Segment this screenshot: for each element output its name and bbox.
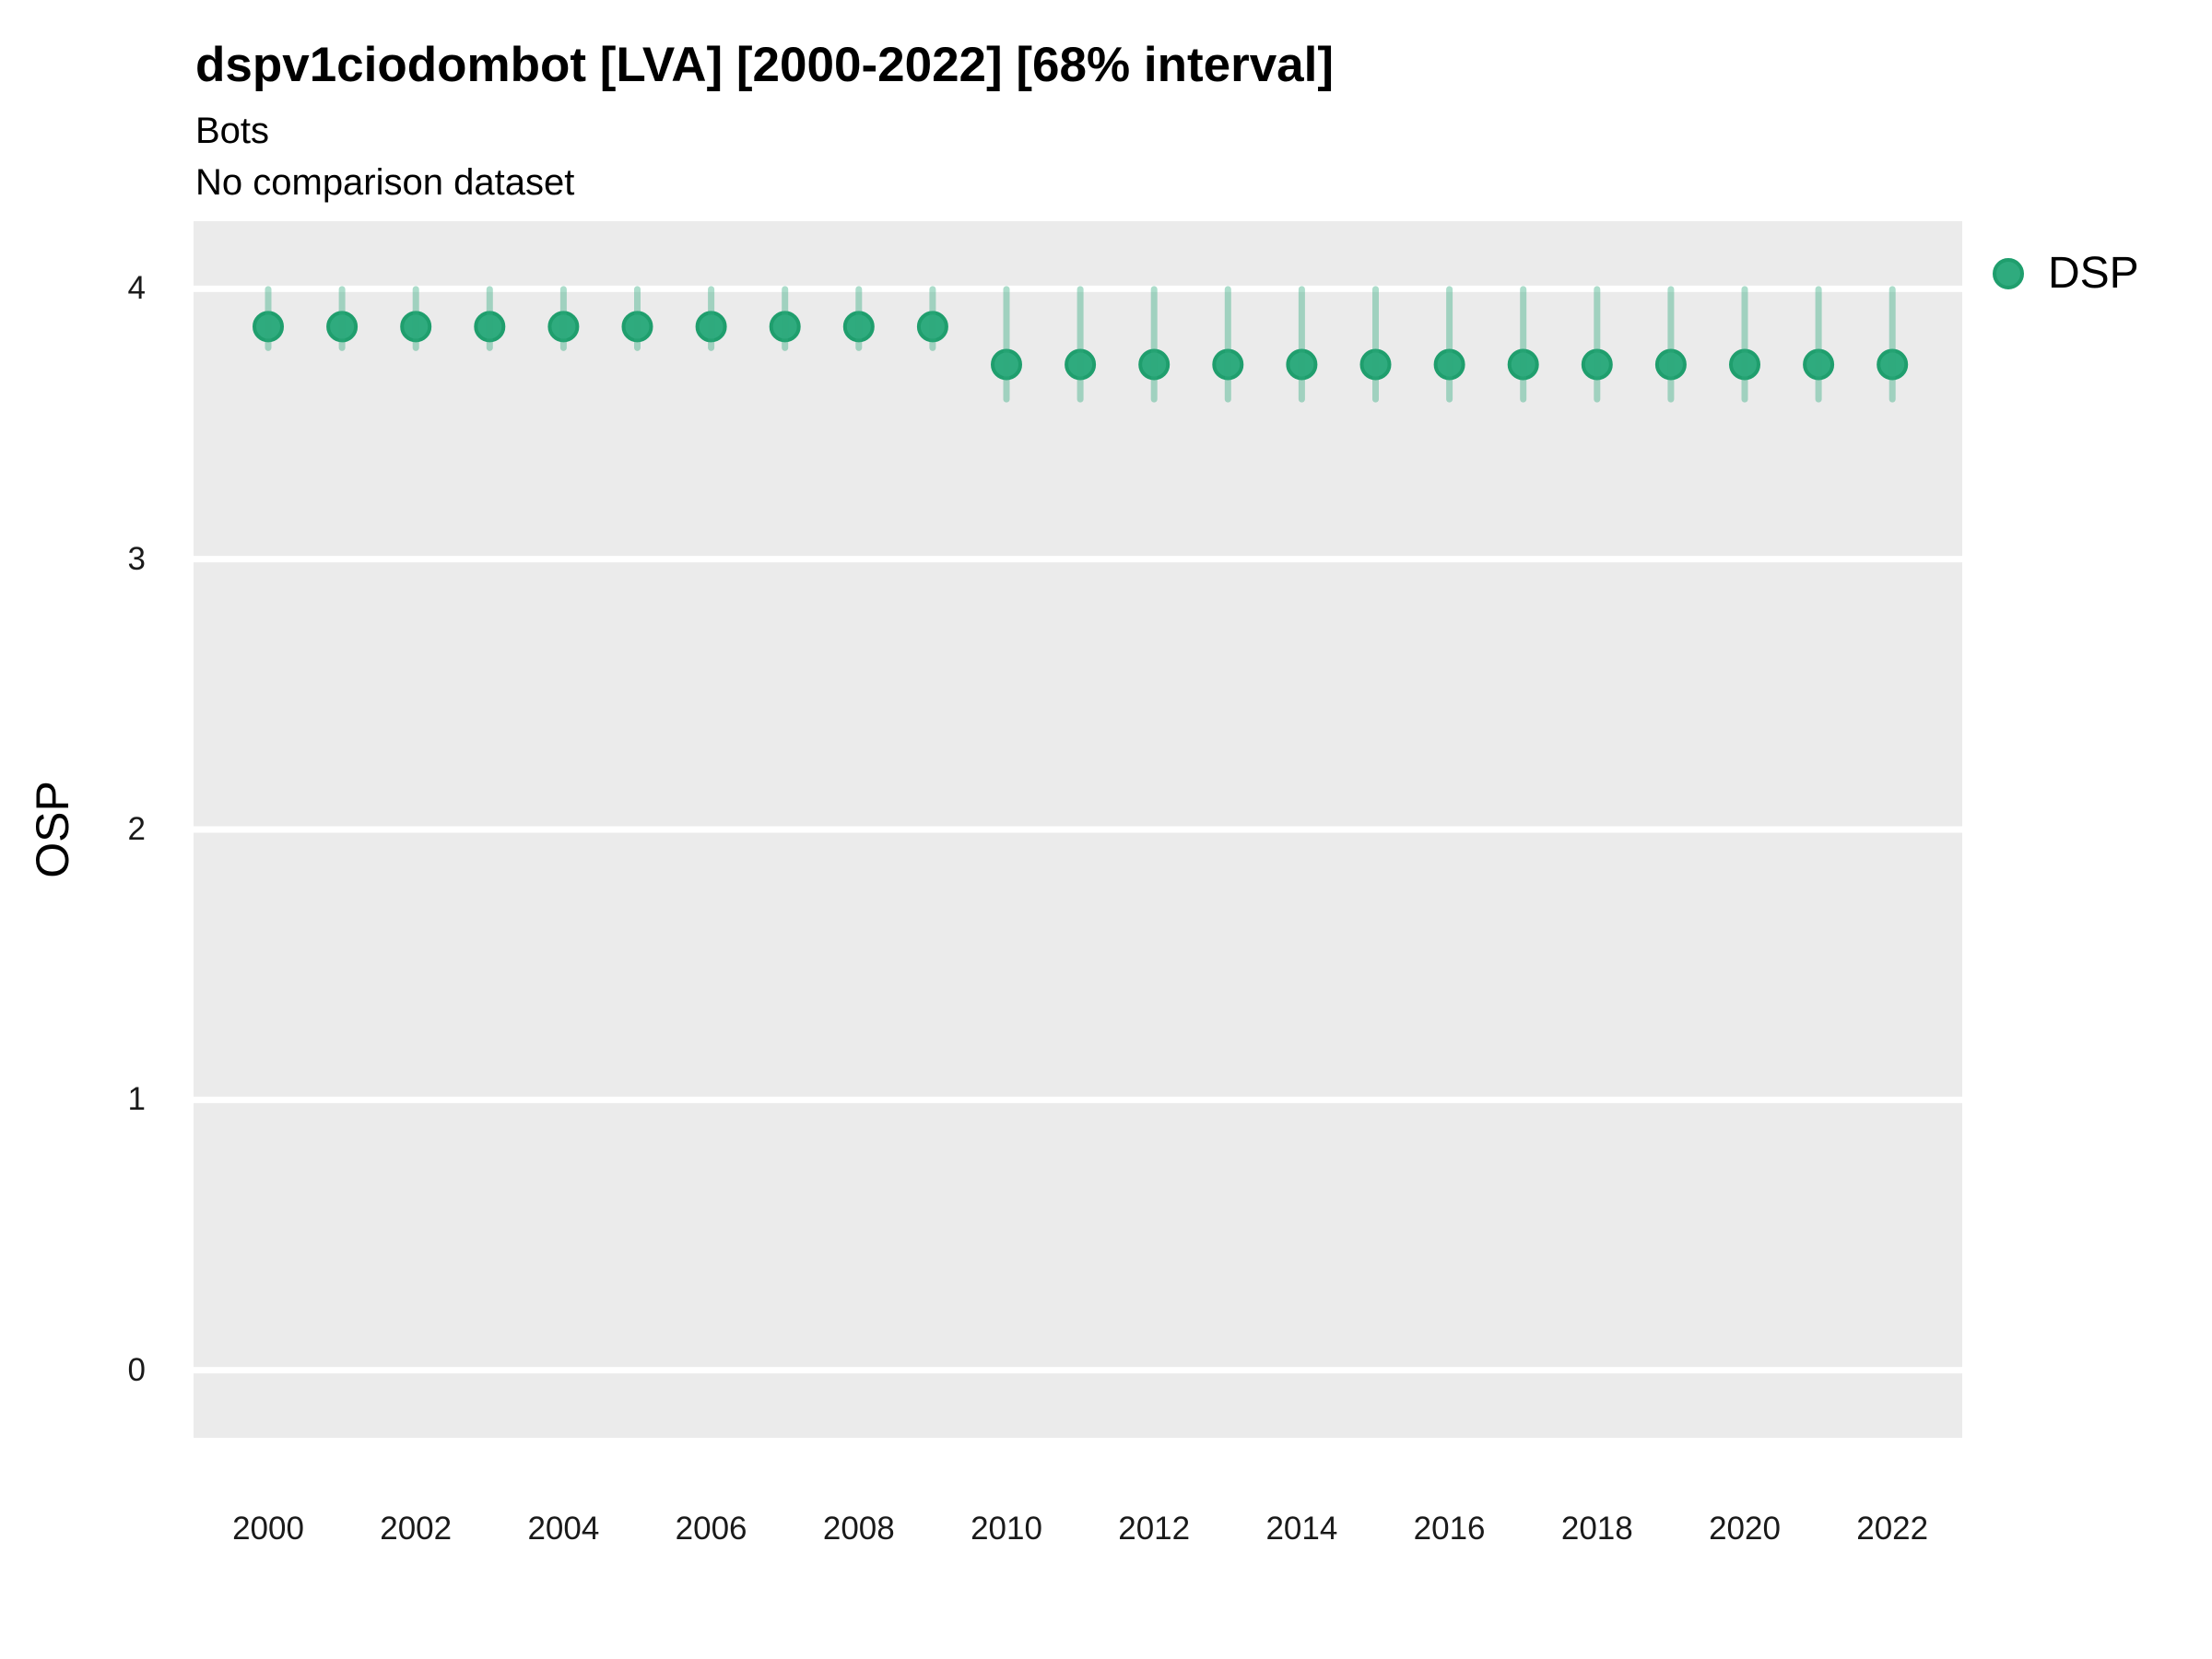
interval-bar-2005 [634,286,641,351]
interval-bar-2007 [782,286,789,351]
y-tick-label-2: 2 [127,811,146,847]
interval-bar-2022 [1888,286,1896,403]
legend-series-label: DSP [2048,249,2139,298]
comparison-note: No comparison dataset [195,162,575,203]
interval-bar-2001 [338,286,346,351]
interval-bar-2016 [1446,286,1453,403]
interval-bar-2013 [1224,286,1231,403]
plot-area [194,285,1962,1374]
point-2002 [400,311,432,343]
interval-bar-2014 [1298,286,1305,403]
interval-bar-2018 [1594,286,1601,403]
interval-bar-2019 [1667,286,1675,403]
point-2014 [1286,348,1318,381]
interval-bar-2010 [1003,286,1010,403]
interval-bar-2004 [559,286,567,351]
x-tick-label-2016: 2016 [1413,1511,1486,1547]
y-tick-label-0: 0 [127,1351,146,1388]
plot-panel [194,221,1962,1438]
interval-bar-2002 [412,286,419,351]
x-tick-label-2020: 2020 [1709,1511,1781,1547]
point-2018 [1581,348,1613,381]
x-tick-label-2012: 2012 [1118,1511,1191,1547]
x-tick-label-2008: 2008 [822,1511,895,1547]
interval-bar-2012 [1150,286,1158,403]
chart-subtitle: Bots [195,111,270,151]
point-2011 [1065,348,1097,381]
interval-bar-2009 [929,286,936,351]
point-2008 [842,311,875,343]
point-2017 [1507,348,1539,381]
x-tick-label-2006: 2006 [675,1511,747,1547]
y-tick-label-1: 1 [127,1081,146,1118]
interval-bar-2011 [1077,286,1084,403]
point-2019 [1654,348,1687,381]
x-tick-label-2002: 2002 [380,1511,453,1547]
point-2020 [1729,348,1760,381]
point-2015 [1359,348,1392,381]
point-2003 [474,311,506,343]
point-2000 [253,311,284,343]
point-2010 [991,348,1022,381]
interval-bar-2008 [855,286,863,351]
interval-bar-2006 [708,286,715,351]
x-tick-label-2004: 2004 [527,1511,600,1547]
gridline-y-1 [194,1096,1962,1103]
interval-bar-2017 [1520,286,1527,403]
x-tick-label-2010: 2010 [971,1511,1042,1547]
gridline-y-0 [194,1367,1962,1374]
point-2005 [621,311,653,343]
chart-title: dspv1ciodombot [LVA] [2000-2022] [68% in… [195,38,1335,92]
interval-bar-2020 [1741,286,1748,403]
point-2007 [769,311,801,343]
interval-bar-2015 [1372,286,1379,403]
y-tick-label-3: 3 [127,540,146,577]
interval-bar-2000 [265,286,272,351]
interval-bar-2021 [1815,286,1822,403]
point-2006 [695,311,727,343]
y-tick-label-4: 4 [127,270,146,307]
x-tick-label-2014: 2014 [1265,1511,1338,1547]
gridline-y-2 [194,826,1962,833]
point-2021 [1803,348,1835,381]
legend: DSP [1993,252,2139,296]
x-tick-label-2018: 2018 [1560,1511,1633,1547]
legend-point-icon [1993,258,2024,289]
gridline-y-3 [194,556,1962,563]
x-tick-label-2000: 2000 [232,1511,304,1547]
point-2016 [1433,348,1465,381]
point-2001 [326,311,359,343]
point-2022 [1877,348,1909,381]
interval-bar-2003 [486,286,493,351]
x-tick-label-2022: 2022 [1856,1511,1929,1547]
point-2012 [1138,348,1171,381]
point-2009 [916,311,948,343]
point-2013 [1212,348,1244,381]
point-2004 [547,311,580,343]
gridline-y-4 [194,285,1962,292]
